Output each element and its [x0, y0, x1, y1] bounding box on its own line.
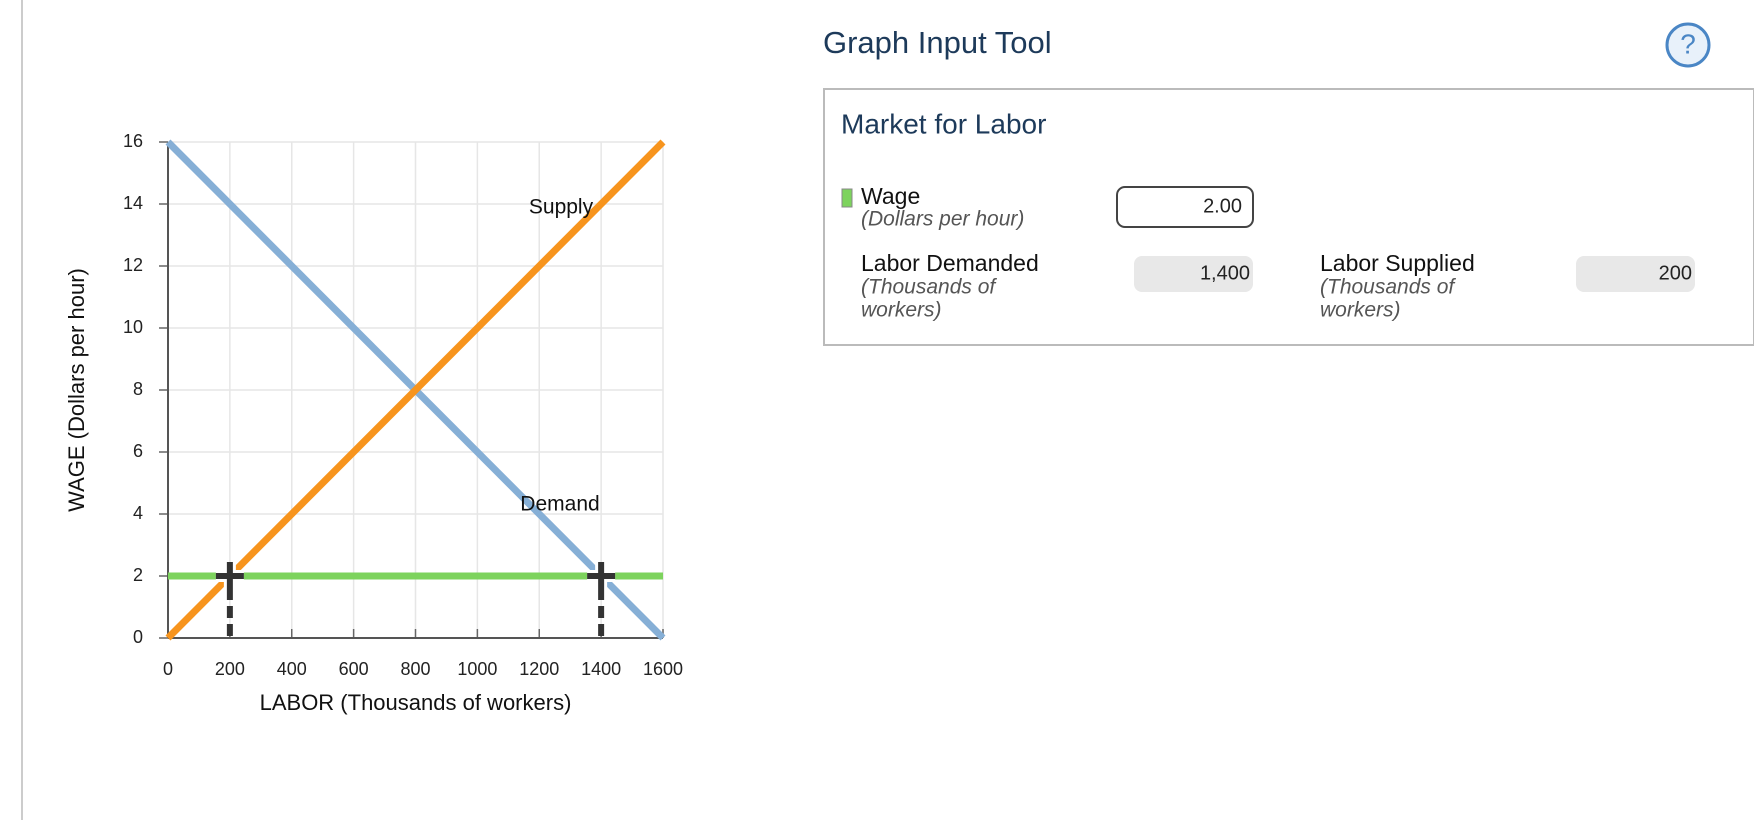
- field-label: Labor Supplied: [1320, 250, 1475, 276]
- field-label: Wage: [861, 183, 920, 209]
- quantity-marker: [215, 562, 244, 590]
- x-tick-label: 1000: [457, 659, 497, 679]
- y-tick-label: 14: [123, 193, 143, 213]
- y-tick-label: 0: [133, 627, 143, 647]
- x-tick-label: 400: [277, 659, 307, 679]
- x-axis-title: LABOR (Thousands of workers): [260, 690, 572, 715]
- series-label: Demand: [520, 493, 599, 516]
- field-unit: workers): [1320, 299, 1401, 322]
- x-tick-label: 800: [400, 659, 430, 679]
- x-tick-label: 0: [163, 659, 173, 679]
- series-line: [165, 139, 666, 641]
- y-tick-label: 10: [123, 317, 143, 337]
- field-unit: (Thousands of: [861, 276, 997, 299]
- panel-title: Market for Labor: [841, 108, 1046, 139]
- x-tick-label: 1200: [519, 659, 559, 679]
- x-tick-label: 1400: [581, 659, 621, 679]
- y-axis-title: WAGE (Dollars per hour): [64, 268, 89, 512]
- chart: 0 2 4 6 8 10 12 14 16 0 200 400 600 800 1000 1200 1400 16…: [64, 131, 683, 715]
- panel: [823, 88, 1754, 346]
- output-box: [1134, 256, 1253, 292]
- wage-value[interactable]: 2.00: [1203, 195, 1242, 217]
- supplied-value: 200: [1659, 262, 1692, 284]
- wage-input[interactable]: [1116, 186, 1254, 228]
- x-tick-label: 1600: [643, 659, 683, 679]
- output-box: [1576, 256, 1695, 292]
- y-tick-label: 6: [133, 441, 143, 461]
- y-tick-label: 12: [123, 255, 143, 275]
- help-icon[interactable]: ?: [1680, 28, 1696, 59]
- y-tick-label: 4: [133, 503, 143, 523]
- help-button[interactable]: [1665, 22, 1711, 68]
- x-tick-label: 200: [215, 659, 245, 679]
- series-label: Supply: [529, 196, 594, 219]
- tool-title: Graph Input Tool: [823, 25, 1052, 60]
- field-unit: (Dollars per hour): [861, 208, 1024, 231]
- y-tick-label: 2: [133, 565, 143, 585]
- wage-key: [841, 188, 853, 208]
- quantity-marker: [587, 562, 616, 590]
- x-tick-label: 600: [339, 659, 369, 679]
- field-unit: (Thousands of: [1320, 276, 1456, 299]
- y-tick-label: 8: [133, 379, 143, 399]
- y-tick-label: 16: [123, 131, 143, 151]
- demanded-value: 1,400: [1200, 262, 1250, 284]
- field-label: Labor Demanded: [861, 250, 1039, 276]
- field-unit: workers): [861, 299, 942, 322]
